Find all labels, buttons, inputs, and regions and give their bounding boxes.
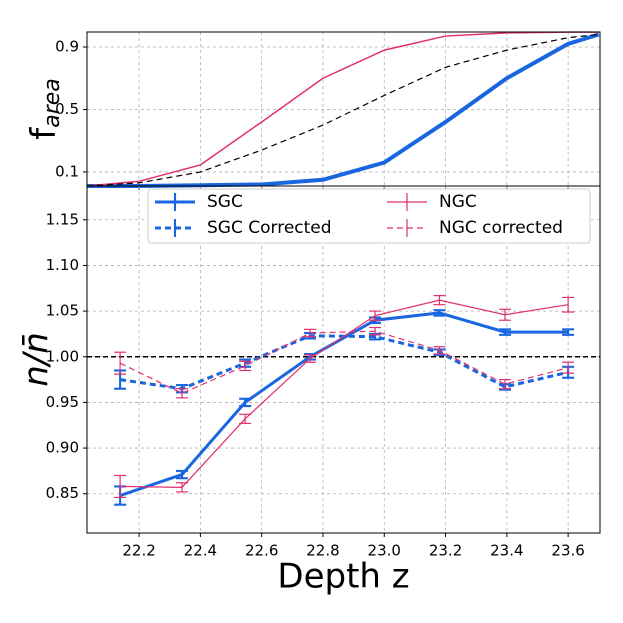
legend-item: SGC Corrected — [155, 218, 332, 238]
x-tick-label: 23.2 — [429, 542, 462, 560]
x-tick-label: 22.8 — [306, 542, 339, 560]
x-tick-label: 23.0 — [368, 542, 401, 560]
error-bar — [114, 474, 127, 498]
y-tick-label: 0.5 — [55, 100, 79, 118]
series-line — [86, 33, 599, 187]
legend-box — [147, 188, 591, 244]
error-bar — [304, 354, 317, 363]
error-bar — [304, 328, 317, 338]
error-bar — [369, 310, 382, 321]
x-tick-label: 22.2 — [122, 542, 155, 560]
series-line — [119, 330, 569, 394]
y-tick-label: 1.05 — [46, 302, 79, 320]
x-tick-label: 22.6 — [245, 542, 278, 560]
legend-label: NGC corrected — [439, 218, 563, 238]
error-bar — [499, 378, 511, 390]
legend-item: NGC corrected — [387, 218, 563, 238]
error-bar — [499, 328, 511, 336]
error-bar — [499, 308, 511, 321]
x-tick-label: 23.4 — [490, 542, 523, 560]
series-line — [120, 299, 569, 488]
y-tick-label: 1.15 — [46, 210, 79, 228]
error-bar — [176, 469, 188, 480]
y-tick-label: 0.85 — [46, 484, 79, 502]
legend-label: SGC — [207, 192, 243, 212]
y-tick-label: 0.9 — [55, 37, 79, 55]
label-main: f — [24, 127, 64, 140]
legend-item: SGC — [155, 192, 243, 212]
legend-item: NGC — [387, 192, 477, 212]
error-bar — [433, 294, 446, 306]
y-tick-label: 1.00 — [46, 347, 79, 365]
y-tick-label: 0.90 — [46, 439, 79, 457]
y-axis-label: farea — [24, 78, 66, 140]
x-tick-label: 23.6 — [551, 542, 584, 560]
y-tick-label: 1.10 — [46, 256, 79, 274]
error-bar — [433, 309, 446, 317]
series-line — [119, 311, 569, 497]
error-bar — [239, 397, 252, 408]
label-sub: area — [40, 78, 65, 128]
error-bar — [176, 482, 188, 493]
error-bar — [562, 328, 575, 336]
error-bar — [239, 413, 252, 425]
legend-label: SGC Corrected — [207, 218, 332, 238]
y-tick-label: 0.95 — [46, 393, 79, 411]
error-bar — [369, 326, 382, 336]
series-line — [87, 32, 600, 188]
x-tick-label: 22.4 — [184, 542, 217, 560]
y-tick-label: 0.1 — [55, 162, 79, 180]
error-bar — [562, 361, 575, 374]
error-bar — [176, 388, 188, 399]
plot-frame — [86, 185, 601, 534]
y-axis-label: n/n̄ — [17, 332, 57, 387]
series-line — [86, 31, 599, 187]
series-line — [119, 334, 569, 391]
error-bar — [433, 346, 446, 355]
legend-label: NGC — [439, 192, 477, 212]
plot-frame — [86, 31, 601, 187]
error-bar — [114, 351, 127, 375]
error-bar — [239, 360, 252, 372]
error-bar — [562, 296, 575, 313]
x-axis-label: Depth z — [277, 557, 409, 597]
